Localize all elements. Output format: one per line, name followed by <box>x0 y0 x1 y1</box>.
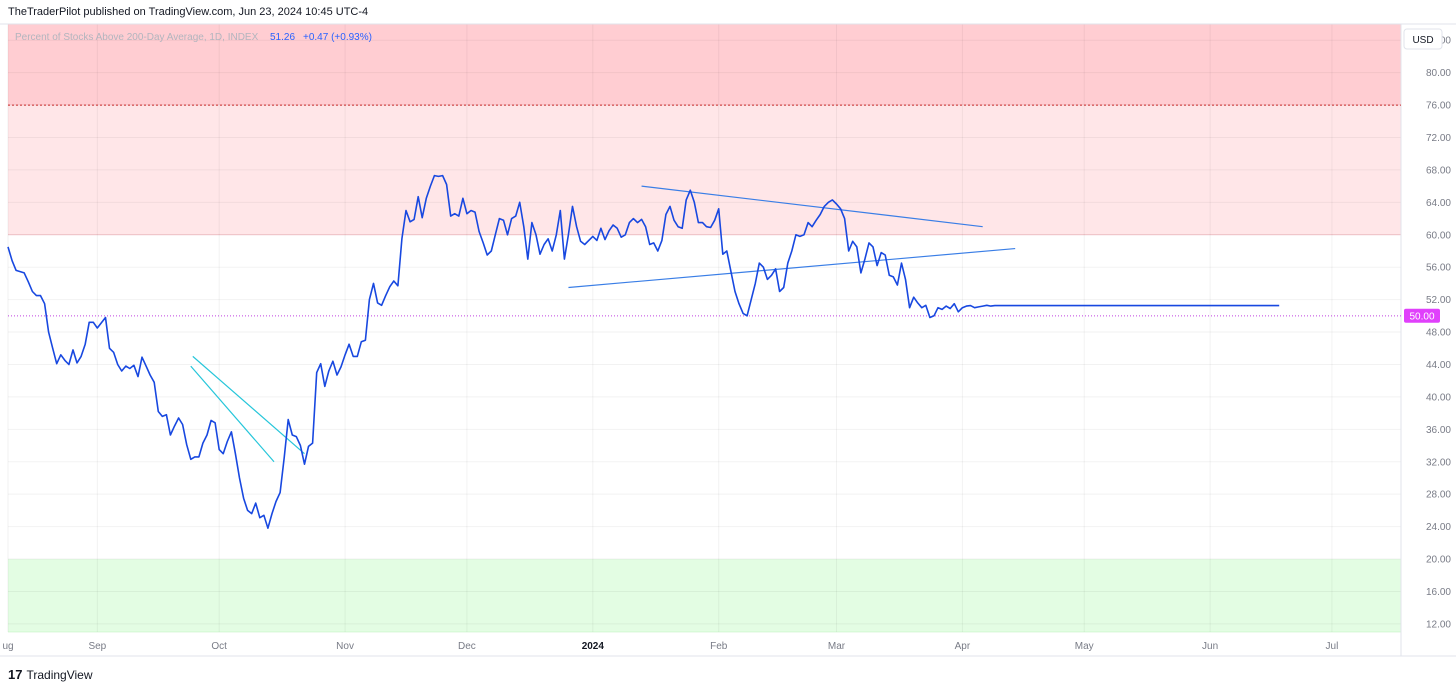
y-tick-label: 68.00 <box>1426 165 1451 176</box>
series-line <box>7 174 1280 529</box>
price-label: 50.00 <box>1404 308 1440 323</box>
currency-button-bg <box>1403 28 1443 50</box>
y-tick-label: 76.00 <box>1426 101 1451 112</box>
currency-button[interactable]: USD <box>1403 28 1443 50</box>
x-tick-label: Oct <box>211 641 227 652</box>
y-tick-label: 12.00 <box>1426 619 1451 630</box>
currency-button-label: USD <box>1412 35 1433 46</box>
price-label-text: 50.00 <box>1409 311 1434 322</box>
zone-layer <box>8 24 1401 633</box>
y-tick-label: 28.00 <box>1426 490 1451 501</box>
x-tick-label: Jun <box>1202 641 1218 652</box>
x-tick-label: ug <box>2 641 13 652</box>
trendline-triangle-lower <box>568 247 1016 289</box>
y-tick-label: 64.00 <box>1426 198 1451 209</box>
x-tick-label: Apr <box>955 641 971 652</box>
tradingview-logo-icon: 17 <box>8 667 23 682</box>
y-tick-label: 24.00 <box>1426 522 1451 533</box>
hline-layer <box>8 104 1401 317</box>
y-tick-label: 16.00 <box>1426 587 1451 598</box>
trendline-wedge-upper <box>192 355 305 455</box>
y-tick-label: 52.00 <box>1426 295 1451 306</box>
y-tick-label: 36.00 <box>1426 425 1451 436</box>
grid-layer <box>0 23 1456 657</box>
x-tick-label: Mar <box>828 641 846 652</box>
y-tick-label: 44.00 <box>1426 360 1451 371</box>
footer-brand[interactable]: 17 TradingView <box>8 667 93 682</box>
x-tick-label: May <box>1075 641 1094 652</box>
y-axis: 12.00 16.00 20.00 24.00 28.00 32.00 36.00 40.00… <box>1426 36 1451 631</box>
x-axis: ug Sep Oct Nov Dec 2024 Feb Mar Apr May Jun Jul <box>2 641 1338 652</box>
price-label-bg <box>1404 308 1440 323</box>
x-tick-label: Nov <box>336 641 354 652</box>
y-tick-label: 32.00 <box>1426 457 1451 468</box>
trendline-triangle-upper <box>641 185 983 228</box>
legend-change: +0.47 (+0.93%) <box>303 32 372 43</box>
chart-svg: 12.00 16.00 20.00 24.00 28.00 32.00 36.00 40.00… <box>0 23 1456 657</box>
x-tick-label: Feb <box>710 641 728 652</box>
y-tick-label: 72.00 <box>1426 133 1451 144</box>
y-tick-label: 48.00 <box>1426 328 1451 339</box>
zone-oversold <box>8 559 1401 632</box>
y-tick-label: 60.00 <box>1426 230 1451 241</box>
x-tick-label: Dec <box>458 641 476 652</box>
zone-overbought-lower <box>8 105 1401 235</box>
footer-brand-name: TradingView <box>26 667 93 682</box>
series-layer <box>7 174 1280 529</box>
x-tick-label: Jul <box>1326 641 1339 652</box>
trendline-wedge-lower <box>190 365 275 463</box>
legend-title: Percent of Stocks Above 200-Day Average,… <box>15 32 259 43</box>
y-tick-label: 40.00 <box>1426 392 1451 403</box>
y-tick-label: 80.00 <box>1426 68 1451 79</box>
y-tick-label: 20.00 <box>1426 555 1451 566</box>
x-tick-label: 2024 <box>582 641 605 652</box>
zone-overbought-upper <box>8 24 1401 106</box>
y-tick-label: 56.00 <box>1426 263 1451 274</box>
legend-last-value: 51.26 <box>270 32 295 43</box>
publish-header: TheTraderPilot published on TradingView.… <box>8 6 369 18</box>
x-tick-label: Sep <box>88 641 106 652</box>
